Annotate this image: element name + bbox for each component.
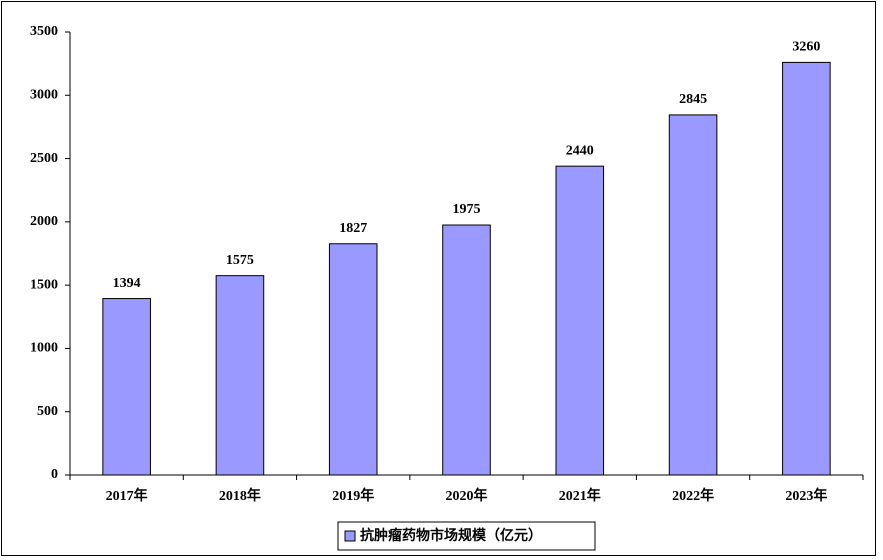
y-tick-label: 500 [37,404,58,419]
y-tick-label: 3000 [30,88,58,103]
x-tick-label: 2023年 [785,487,827,504]
y-tick-label: 2500 [30,151,58,166]
x-tick-label: 2019年 [332,487,374,504]
data-label: 1975 [453,202,481,217]
data-label: 3260 [792,40,820,55]
bar [555,165,605,476]
y-tick-label: 1000 [30,341,58,356]
x-tick-label: 2021年 [559,487,601,504]
legend-swatch [344,530,356,542]
data-label: 1827 [339,221,367,236]
bar [782,61,831,476]
bar [215,275,265,476]
y-tick-label: 3500 [30,24,58,39]
legend-box [337,521,596,551]
y-tick-label: 0 [51,467,58,482]
bar [668,114,718,476]
x-tick-label: 2017年 [106,487,148,504]
data-label: 2440 [566,143,594,158]
x-tick-label: 2022年 [672,487,714,504]
y-tick-label: 2000 [30,214,58,229]
legend-label: 抗肿瘤药物市场规模（亿元） [360,527,542,544]
bar [328,243,378,476]
bar [442,224,491,476]
x-tick-label: 2020年 [446,487,488,504]
data-label: 1394 [113,276,141,291]
data-label: 1575 [226,253,254,268]
x-tick-label: 2018年 [219,487,261,504]
data-label: 2845 [679,92,707,107]
y-tick-label: 1500 [30,277,58,292]
bar [102,298,151,476]
